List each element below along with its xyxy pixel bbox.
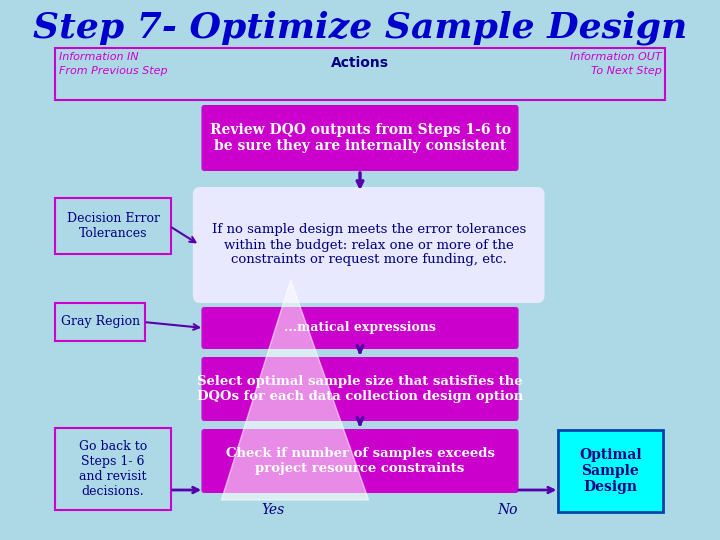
Text: If no sample design meets the error tolerances
within the budget: relax one or m: If no sample design meets the error tole… (212, 224, 526, 267)
FancyBboxPatch shape (202, 429, 518, 493)
Text: Information OUT: Information OUT (570, 52, 662, 62)
Text: From Previous Step: From Previous Step (58, 66, 167, 76)
FancyBboxPatch shape (55, 198, 171, 254)
FancyBboxPatch shape (193, 187, 544, 303)
Text: Decision Error
Tolerances: Decision Error Tolerances (66, 212, 160, 240)
Text: Information IN: Information IN (58, 52, 138, 62)
FancyBboxPatch shape (557, 430, 663, 512)
FancyBboxPatch shape (202, 357, 518, 421)
Text: Check if number of samples exceeds
project resource constraints: Check if number of samples exceeds proje… (225, 447, 495, 475)
Text: ...matical expressions: ...matical expressions (284, 321, 436, 334)
Text: Review DQO outputs from Steps 1-6 to
be sure they are internally consistent: Review DQO outputs from Steps 1-6 to be … (210, 123, 510, 153)
Text: Actions: Actions (331, 56, 389, 70)
Text: Go back to
Steps 1- 6
and revisit
decisions.: Go back to Steps 1- 6 and revisit decisi… (79, 440, 147, 498)
Text: To Next Step: To Next Step (590, 66, 662, 76)
Text: Gray Region: Gray Region (60, 315, 140, 328)
FancyBboxPatch shape (55, 428, 171, 510)
Text: Yes: Yes (262, 503, 285, 517)
FancyBboxPatch shape (202, 105, 518, 171)
Polygon shape (221, 280, 369, 500)
FancyBboxPatch shape (55, 48, 665, 100)
FancyBboxPatch shape (202, 307, 518, 349)
Text: Step 7- Optimize Sample Design: Step 7- Optimize Sample Design (33, 11, 687, 45)
Text: No: No (497, 503, 518, 517)
Text: Optimal
Sample
Design: Optimal Sample Design (579, 448, 642, 494)
Text: Select optimal sample size that satisfies the
DQOs for each data collection desi: Select optimal sample size that satisfie… (197, 375, 523, 403)
FancyBboxPatch shape (55, 303, 145, 341)
